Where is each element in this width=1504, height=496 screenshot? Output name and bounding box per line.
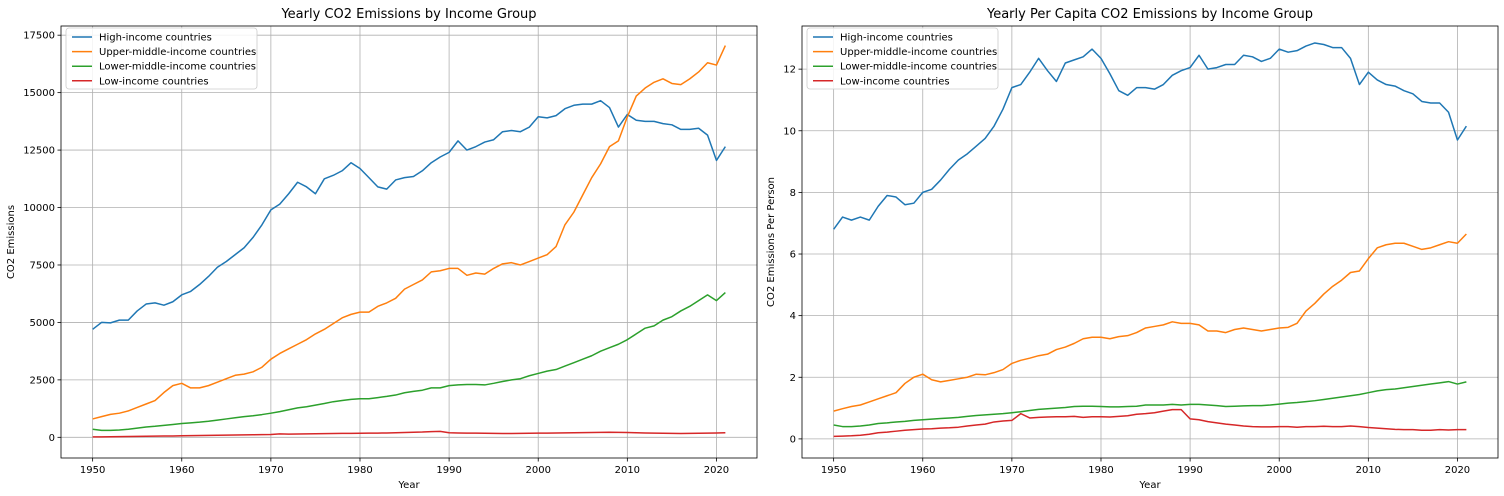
x-tick-label: 2020	[1445, 465, 1470, 476]
y-tick-label: 12	[783, 65, 796, 76]
x-axis-label: Year	[1138, 480, 1161, 491]
x-axis-label: Year	[397, 480, 420, 491]
series-line-upper-middle-income-countries	[92, 45, 727, 420]
series-line-low-income-countries	[833, 408, 1467, 438]
series-line-lower-middle-income-countries	[92, 291, 726, 432]
x-tick-label: 2010	[1356, 465, 1381, 476]
y-axis-label: CO2 Emissions	[6, 205, 17, 279]
legend-label-upper-middle-income-countries: Upper-middle-income countries	[840, 47, 997, 58]
y-tick-label: 5000	[30, 318, 55, 329]
x-tick-label: 1990	[1177, 465, 1202, 476]
y-tick-label: 2	[790, 373, 796, 384]
x-tick-label: 2010	[615, 465, 640, 476]
x-tick-label: 1970	[258, 465, 283, 476]
y-tick-label: 0	[790, 434, 796, 445]
y-tick-label: 10	[783, 126, 796, 137]
y-tick-label: 15000	[23, 88, 55, 99]
x-tick-label: 2000	[525, 465, 550, 476]
legend-label-high-income-countries: High-income countries	[840, 33, 953, 44]
chart-title: Yearly Per Capita CO2 Emissions by Incom…	[986, 7, 1313, 22]
legend-label-high-income-countries: High-income countries	[99, 33, 212, 44]
legend-box	[806, 27, 999, 90]
plot-frame	[801, 25, 1499, 459]
y-tick-label: 12500	[23, 146, 55, 157]
y-axis-label: CO2 Emissions Per Person	[766, 177, 777, 307]
y-tick-label: 17500	[23, 31, 55, 42]
legend: High-income countries Upper-middle-income…	[65, 27, 258, 90]
series-line-high-income-countries	[92, 99, 726, 330]
chart-title: Yearly CO2 Emissions by Income Group	[280, 7, 536, 22]
legend-label-low-income-countries: Low-income countries	[99, 76, 209, 87]
x-tick-label: 1950	[80, 465, 105, 476]
y-tick-label: 6	[790, 250, 796, 261]
chart-per-capita-co2-emissions: 1950 1960 1970 1980 1990 2000 2010 2020 0 2 4 6 8 10 1…	[766, 7, 1499, 491]
chart-co2-emissions: 1950 1960 1970 1980 1990 2000 2010 2020 0 2500 500…	[6, 7, 758, 491]
x-tick-label: 1970	[999, 465, 1024, 476]
legend-label-lower-middle-income-countries: Lower-middle-income countries	[99, 62, 256, 73]
y-tick-label: 8	[790, 188, 796, 199]
x-tick-label: 2000	[1266, 465, 1291, 476]
x-tick-label: 1950	[821, 465, 846, 476]
y-tick-label: 4	[790, 311, 796, 322]
x-tick-label: 1990	[436, 465, 461, 476]
x-tick-label: 1960	[169, 465, 194, 476]
legend-label-lower-middle-income-countries: Lower-middle-income countries	[840, 62, 997, 73]
y-tick-label: 2500	[30, 375, 55, 386]
x-tick-label: 2020	[704, 465, 729, 476]
series-line-low-income-countries	[92, 430, 726, 438]
series-line-lower-middle-income-countries	[833, 380, 1467, 428]
legend-label-upper-middle-income-countries: Upper-middle-income countries	[99, 47, 256, 58]
series-line-upper-middle-income-countries	[833, 233, 1467, 412]
plot-frame	[60, 25, 758, 459]
legend: High-income countries Upper-middle-income…	[806, 27, 999, 90]
x-tick-label: 1980	[1088, 465, 1113, 476]
y-tick-label: 10000	[23, 203, 55, 214]
legend-box	[65, 27, 258, 90]
x-tick-label: 1980	[347, 465, 372, 476]
y-tick-label: 7500	[30, 260, 55, 271]
series-line-high-income-countries	[833, 42, 1467, 230]
x-tick-label: 1960	[910, 465, 935, 476]
legend-label-low-income-countries: Low-income countries	[840, 76, 950, 87]
y-tick-label: 0	[49, 433, 55, 444]
